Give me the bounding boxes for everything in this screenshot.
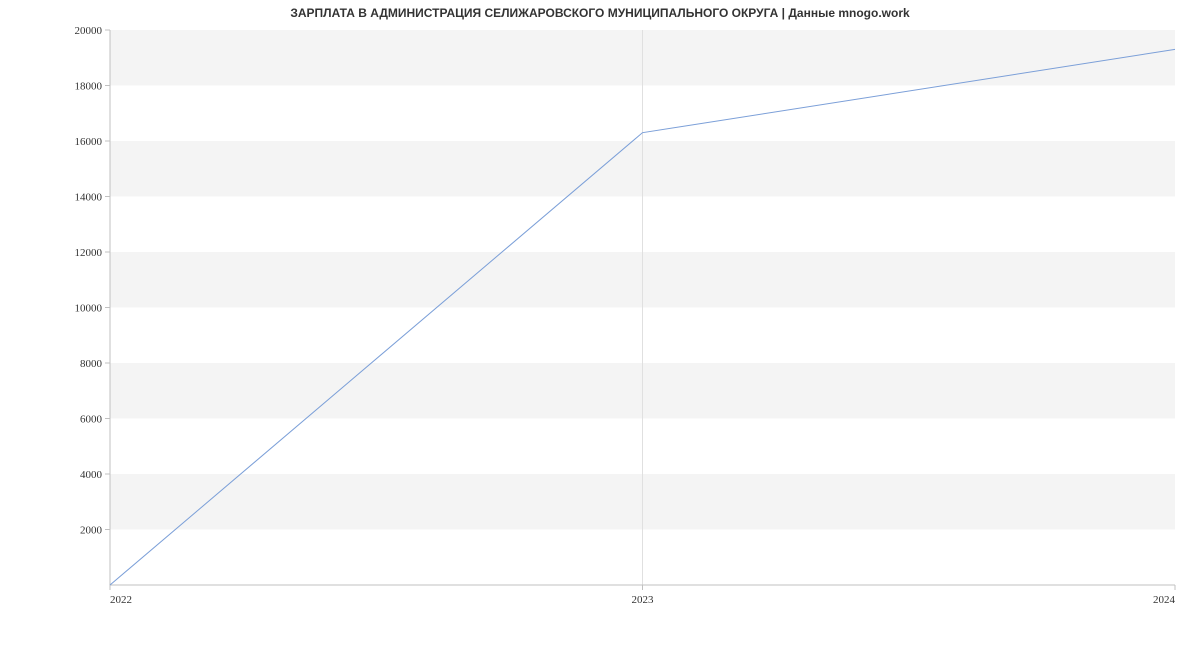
y-tick-label: 12000	[75, 247, 103, 259]
y-tick-label: 20000	[75, 25, 103, 37]
x-tick-label: 2022	[110, 594, 132, 606]
y-tick-label: 16000	[75, 136, 103, 148]
chart-svg: 2000 4000 6000 8000 10000 12000 14000 16000 1800…	[0, 0, 1200, 650]
y-tick-label: 4000	[80, 469, 103, 481]
y-tick-label: 8000	[80, 358, 103, 370]
y-tick-label: 14000	[75, 192, 103, 204]
y-tick-label: 18000	[75, 81, 103, 93]
x-tick-label: 2024	[1153, 594, 1176, 606]
chart-container: ЗАРПЛАТА В АДМИНИСТРАЦИЯ СЕЛИЖАРОВСКОГО …	[0, 0, 1200, 650]
x-tick-label: 2023	[632, 594, 655, 606]
y-tick-label: 2000	[80, 525, 103, 537]
y-tick-label: 6000	[80, 414, 103, 426]
y-tick-label: 10000	[75, 303, 103, 315]
